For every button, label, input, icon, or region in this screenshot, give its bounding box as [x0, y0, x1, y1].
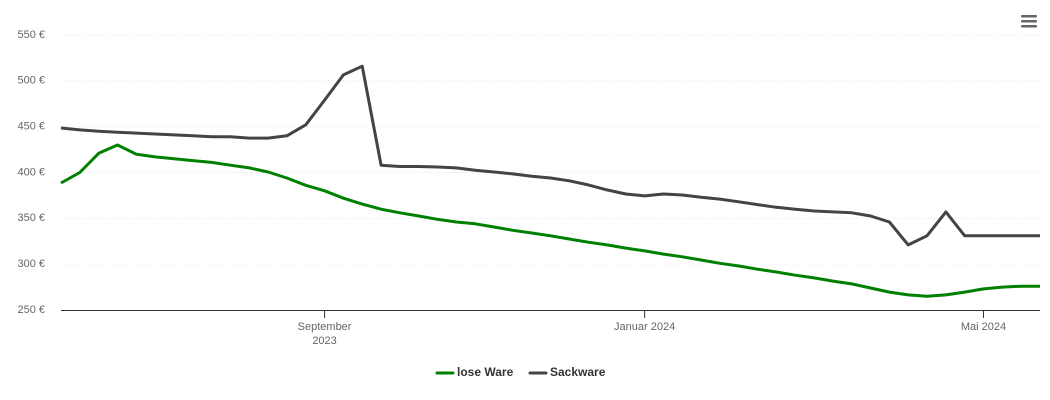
legend-label: lose Ware [457, 365, 514, 379]
y-tick-label: 250 € [17, 304, 45, 316]
series-line [60, 143, 1040, 298]
y-tick-label: 300 € [17, 258, 45, 270]
series-line [60, 64, 1040, 247]
y-tick-label: 450 € [17, 121, 45, 133]
x-tick-label: Mai 2024 [960, 321, 1007, 333]
legend-item[interactable]: lose Ware [435, 365, 514, 379]
y-tick-label: 550 € [17, 29, 45, 41]
menu-button[interactable] [1018, 10, 1040, 32]
x-tick-label: September 2023 [297, 321, 352, 347]
legend-label: Sackware [550, 365, 606, 379]
y-tick-label: 400 € [17, 166, 45, 178]
menu-bar [1021, 25, 1037, 28]
x-tick-label: Januar 2024 [614, 321, 676, 333]
menu-bar [1021, 15, 1037, 18]
y-tick-label: 350 € [17, 212, 45, 224]
legend-item[interactable]: Sackware [528, 365, 606, 379]
menu-bar [1021, 20, 1037, 23]
y-tick-label: 500 € [17, 75, 45, 87]
